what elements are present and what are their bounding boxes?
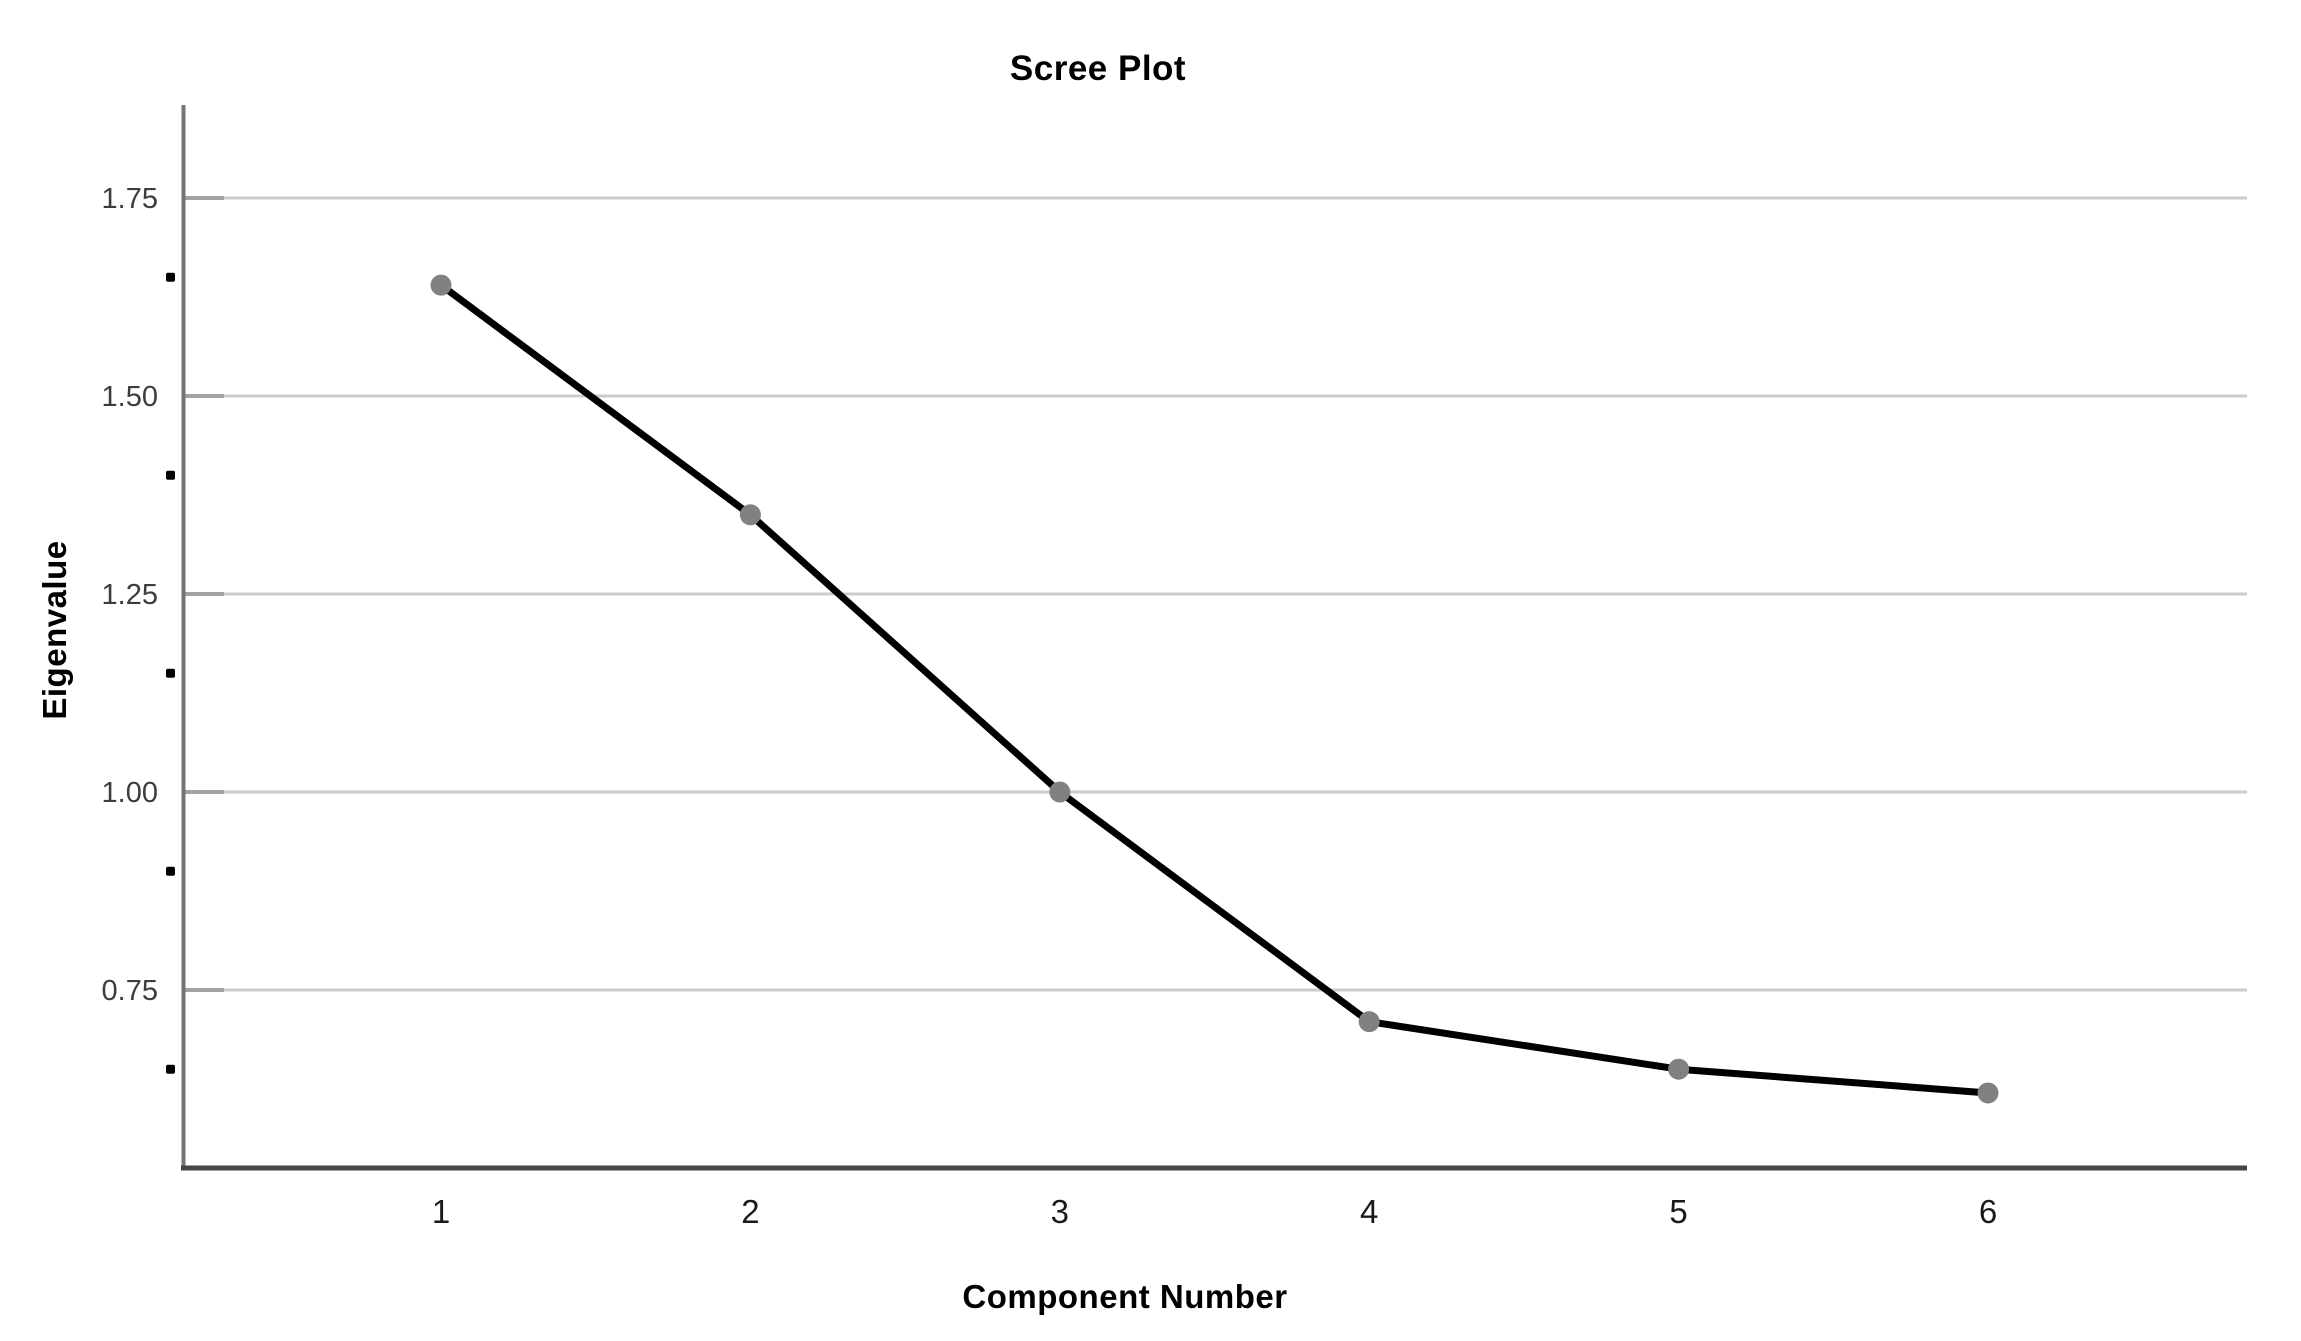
x-tick-label: 3 [1051, 1193, 1069, 1230]
y-tick-label: 1.00 [102, 777, 158, 809]
y-minor-tick-dot [166, 668, 175, 678]
x-tick-label: 1 [432, 1193, 450, 1230]
x-tick-label: 4 [1360, 1193, 1378, 1230]
data-point-marker [1049, 781, 1071, 803]
y-minor-tick-dot [166, 1064, 175, 1074]
y-tick-label: 0.75 [102, 975, 158, 1007]
series-line [437, 281, 1992, 1097]
x-tick-label: 5 [1669, 1193, 1687, 1230]
y-tick-label: 1.25 [102, 579, 158, 611]
y-tick-label: 1.75 [102, 183, 158, 215]
x-tick-label: 2 [741, 1193, 759, 1230]
y-tick-label: 1.50 [102, 381, 158, 413]
data-point-marker [1668, 1058, 1690, 1080]
y-minor-tick-dot [166, 866, 175, 876]
data-point-marker [1358, 1011, 1380, 1033]
x-axis-title: Component Number [962, 1278, 1288, 1315]
y-axis-title: Eigenvalue [36, 540, 73, 720]
x-tick-label: 6 [1979, 1193, 1997, 1230]
data-point-marker [739, 504, 761, 526]
y-minor-tick-dot [166, 272, 175, 282]
data-point-marker [430, 274, 452, 296]
y-minor-tick-dot [166, 470, 175, 480]
chart-title: Scree Plot [1009, 49, 1187, 88]
data-point-marker [1977, 1082, 1999, 1104]
